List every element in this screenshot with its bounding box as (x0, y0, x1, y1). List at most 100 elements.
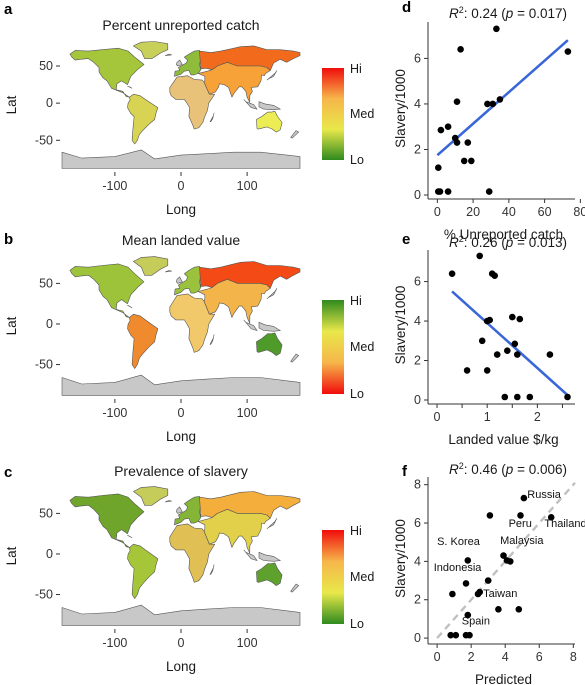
map-island (176, 276, 183, 284)
y-tick-label: 4 (414, 554, 421, 568)
x-tick-label: 0 (434, 650, 441, 664)
data-point (564, 48, 572, 55)
legend-label: Hi (350, 62, 362, 76)
map-region (133, 486, 169, 506)
map-region (174, 266, 202, 296)
data-point (457, 46, 464, 53)
y-tick-label: 6 (414, 516, 421, 530)
point-label: Russia (527, 489, 562, 501)
map-island (164, 270, 172, 273)
y-axis-label: Lat (4, 546, 19, 565)
data-point (501, 393, 509, 401)
data-point (463, 367, 471, 374)
data-point (453, 98, 461, 105)
data-point (453, 139, 461, 146)
data-point (460, 157, 468, 165)
y-tick-label: 50 (39, 276, 53, 290)
data-point (464, 139, 472, 146)
legend-label: Med (350, 340, 374, 354)
map-region (61, 149, 301, 169)
y-tick-label: 0 (46, 547, 53, 561)
x-tick-label: 0 (178, 636, 185, 650)
map-island (243, 99, 258, 110)
panel-label: b (4, 231, 13, 248)
x-tick-label: 2 (468, 650, 475, 664)
map-title: Percent unreported catch (102, 17, 259, 33)
y-tick-label: -50 (35, 588, 53, 602)
y-axis-label: Slavery/1000 (393, 519, 408, 598)
map-island (266, 70, 278, 81)
legend-label: Lo (350, 387, 364, 401)
fit-line (451, 290, 569, 397)
map-region (197, 508, 271, 554)
data-point (511, 340, 519, 348)
x-tick-label: 0 (434, 205, 441, 219)
data-point (526, 393, 534, 401)
x-tick-label: 60 (538, 205, 552, 219)
y-tick-label: 6 (414, 275, 421, 289)
map-island (258, 551, 282, 562)
stat-annotation: R2: 0.24 (p = 0.017) (449, 5, 567, 21)
map-island (266, 518, 278, 530)
map-region (256, 332, 283, 356)
legend-label: Hi (350, 524, 362, 538)
map-region (127, 543, 159, 599)
map-region (133, 256, 169, 276)
data-point (500, 552, 507, 559)
map-region (61, 374, 301, 396)
x-axis-label: % Unreported catch (444, 227, 563, 242)
data-point (484, 100, 491, 108)
data-point (476, 588, 484, 596)
panel-label: e (402, 231, 410, 248)
x-tick-label: 100 (237, 179, 258, 193)
x-tick-label: -100 (102, 406, 127, 420)
x-tick-label: 4 (502, 650, 509, 664)
x-tick-label: 100 (237, 636, 258, 650)
x-tick-label: 80 (573, 205, 585, 219)
data-point (547, 514, 555, 521)
map-island (290, 583, 300, 593)
data-point (514, 393, 521, 401)
map-region (69, 493, 145, 548)
fit-line (436, 481, 576, 639)
data-point (464, 611, 472, 619)
y-axis-label: Slavery/1000 (393, 286, 408, 365)
map-island (176, 59, 183, 67)
map-region (256, 111, 283, 133)
x-axis-label: Landed value $/kg (448, 432, 558, 447)
legend-label: Med (350, 570, 374, 584)
map-island (209, 112, 215, 122)
map-island (243, 319, 258, 332)
y-tick-label: 0 (46, 317, 53, 331)
scatter-panel-f: f R2: 0.46 (p = 0.006) 0 2 4 6 8 0 2 4 6 8 Predicted… (393, 461, 585, 685)
data-point (517, 512, 524, 519)
y-tick-label: 50 (39, 506, 53, 520)
data-point (486, 512, 494, 519)
data-point (493, 351, 501, 358)
scatter-panel-d: d R2: 0.24 (p = 0.017) 0 20 40 60 80 0 2 4 6 % Unre… (393, 0, 585, 242)
data-point (444, 188, 452, 195)
x-tick-label: 40 (502, 205, 516, 219)
map-island (258, 321, 282, 332)
data-point (485, 188, 493, 195)
point-label: Peru (509, 518, 532, 530)
data-point (491, 272, 499, 280)
data-point (514, 351, 521, 358)
y-tick-label: 0 (46, 96, 53, 110)
data-point (449, 590, 456, 598)
map-island (176, 506, 183, 514)
y-tick-label: 2 (414, 593, 421, 607)
data-point (478, 337, 486, 345)
point-label: Spain (462, 616, 490, 628)
legend-label: Lo (350, 153, 364, 167)
data-point (468, 157, 475, 165)
map-island (164, 500, 172, 503)
y-tick-label: -50 (35, 133, 53, 147)
map-island (290, 130, 300, 139)
data-point (447, 631, 455, 639)
data-point (435, 164, 442, 171)
data-point (464, 557, 472, 564)
data-point (507, 558, 514, 565)
map-region (127, 93, 159, 145)
